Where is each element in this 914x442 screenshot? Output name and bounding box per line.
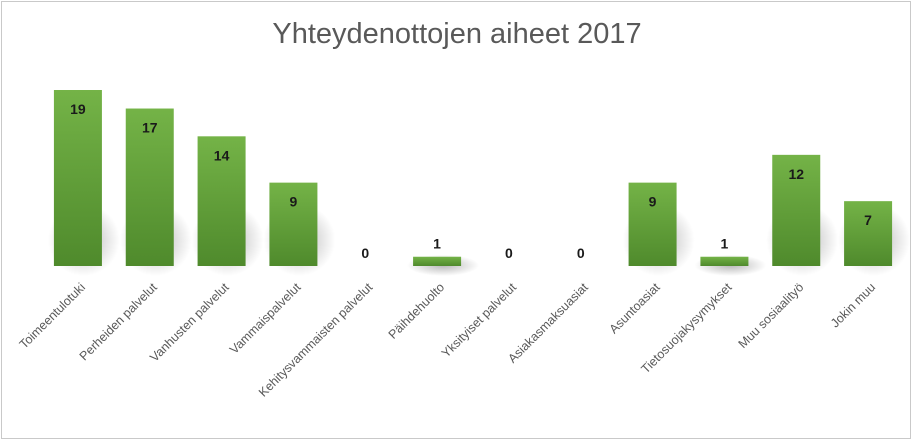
x-tick-label: Vanhusten palvelut xyxy=(147,280,232,365)
bar xyxy=(269,182,318,266)
x-tick-label: Vammaispalvelut xyxy=(227,280,304,357)
x-tick-label: Muu sosiaalityö xyxy=(736,280,807,351)
bar-value-label: 0 xyxy=(577,245,585,261)
x-tick-label: Asiakasmaksuasiat xyxy=(505,280,591,366)
bar-value-label: 9 xyxy=(290,194,298,210)
bar xyxy=(700,256,749,266)
bar-value-label: 1 xyxy=(721,236,729,252)
bar-value-label: 7 xyxy=(864,212,872,228)
bar xyxy=(197,136,246,266)
x-tick-label: Toimeentulotuki xyxy=(17,280,88,351)
bar-value-label: 14 xyxy=(214,147,230,163)
bar xyxy=(628,182,677,266)
x-tick-label: Yksityiset palvelut xyxy=(439,280,520,361)
x-tick-label: Kehitysvammaisten palvelut xyxy=(256,280,376,400)
bar-value-label: 17 xyxy=(142,120,158,136)
x-tick-label: Päihdehuolto xyxy=(386,280,448,342)
bar-value-label: 12 xyxy=(788,166,804,182)
bar xyxy=(125,108,174,267)
chart-title: Yhteydenottojen aiheet 2017 xyxy=(272,18,642,50)
bar-value-label: 19 xyxy=(70,101,86,117)
bar-value-label: 0 xyxy=(505,245,513,261)
x-tick-label: Jokin muu xyxy=(828,280,878,330)
bar xyxy=(413,256,462,266)
bar xyxy=(844,201,893,266)
bar xyxy=(772,154,821,266)
bar-value-label: 0 xyxy=(361,245,369,261)
bar-value-label: 1 xyxy=(433,236,441,252)
x-tick-label: Asuntoasiat xyxy=(607,280,663,336)
bar xyxy=(53,90,102,266)
value-labels: 19 17 14 9 0 1 0 0 9 1 12 7 xyxy=(70,101,872,261)
bar-value-label: 9 xyxy=(649,194,657,210)
x-tick-label: Perheiden palvelut xyxy=(77,280,160,363)
bars xyxy=(53,90,893,267)
